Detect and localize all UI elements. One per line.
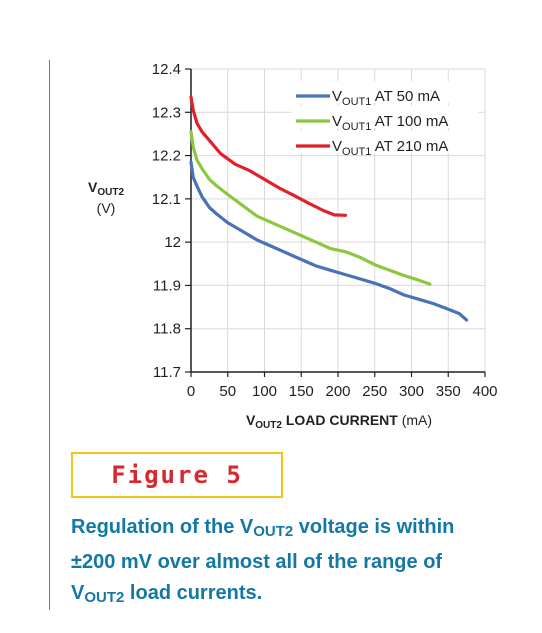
legend-label-2: VOUT1 AT 100 mA [332,113,448,133]
legend-label-rest: AT 100 mA [371,113,448,130]
caption-line-1: Regulation of the VOUT2 voltage is withi… [71,516,455,540]
y-axis-unit: (V) [97,200,116,216]
regulation-chart: 12.4 12.3 12.2 12.1 12 11.9 11.8 11.7 0 50 100 150… [88,61,498,431]
legend-bg [292,106,478,128]
y-tick-label: 12 [164,234,181,251]
x-axis-label: VOUT2 LOAD CURRENT (mA) [246,412,432,431]
x-tick-label: 250 [362,383,387,400]
x-axis-label-main: V [246,412,256,428]
y-tick-label: 12.4 [152,61,181,78]
series-line-1 [189,160,469,322]
x-axis-label-text: LOAD CURRENT [282,412,398,428]
series-lines [189,95,469,322]
x-tick-label: 300 [399,383,424,400]
y-axis-label-main: V [88,179,98,195]
y-tick-label: 11.8 [153,321,181,338]
x-tick-label: 100 [252,383,277,400]
caption-line-2: ±200 mV over almost all of the range of [71,551,443,573]
y-tick-label: 11.9 [153,277,181,294]
x-tick-label: 350 [436,383,461,400]
legend-bg [292,81,478,103]
x-tick-label: 200 [325,383,350,400]
legend-label-sub: OUT1 [342,96,371,108]
legend-bg [292,131,478,153]
left-rule [49,60,50,610]
y-tick-label: 12.1 [152,191,181,208]
legend-label-rest: AT 50 mA [371,88,440,105]
y-axis-label-sub: OUT2 [97,187,124,198]
x-axis-label-unit: (mA) [398,412,432,428]
legend-label-main: V [332,138,342,155]
y-tick-label: 12.2 [152,148,181,165]
y-tick-label: 11.7 [153,364,181,381]
x-axis-label-sub: OUT2 [255,420,282,431]
figure-label-box: Figure 5 [71,452,283,498]
legend-label-main: V [332,88,342,105]
caption-line-3: VOUT2 load currents. [71,582,263,606]
x-tick-label: 0 [187,383,195,400]
legend-label-sub: OUT1 [342,121,371,133]
figure-caption: Regulation of the VOUT2 voltage is withi… [71,512,511,613]
y-tick-label: 12.3 [152,104,181,121]
legend-label-3: VOUT1 AT 210 mA [332,138,448,158]
legend-label-main: V [332,113,342,130]
legend-label-sub: OUT1 [342,146,371,158]
legend-label-rest: AT 210 mA [371,138,448,155]
x-tick-label: 400 [472,383,497,400]
x-tick-label: 150 [289,383,314,400]
series-line-3 [189,95,347,217]
x-tick-label: 50 [219,383,236,400]
y-tick-labels: 12.4 12.3 12.2 12.1 12 11.9 11.8 11.7 [152,61,191,381]
x-tick-labels: 0 50 100 150 200 250 300 350 400 [187,372,498,400]
y-axis-label: VOUT2 [88,179,124,198]
figure-label: Figure 5 [111,461,243,489]
legend-label-1: VOUT1 AT 50 mA [332,88,440,108]
series-line-2 [189,130,432,286]
